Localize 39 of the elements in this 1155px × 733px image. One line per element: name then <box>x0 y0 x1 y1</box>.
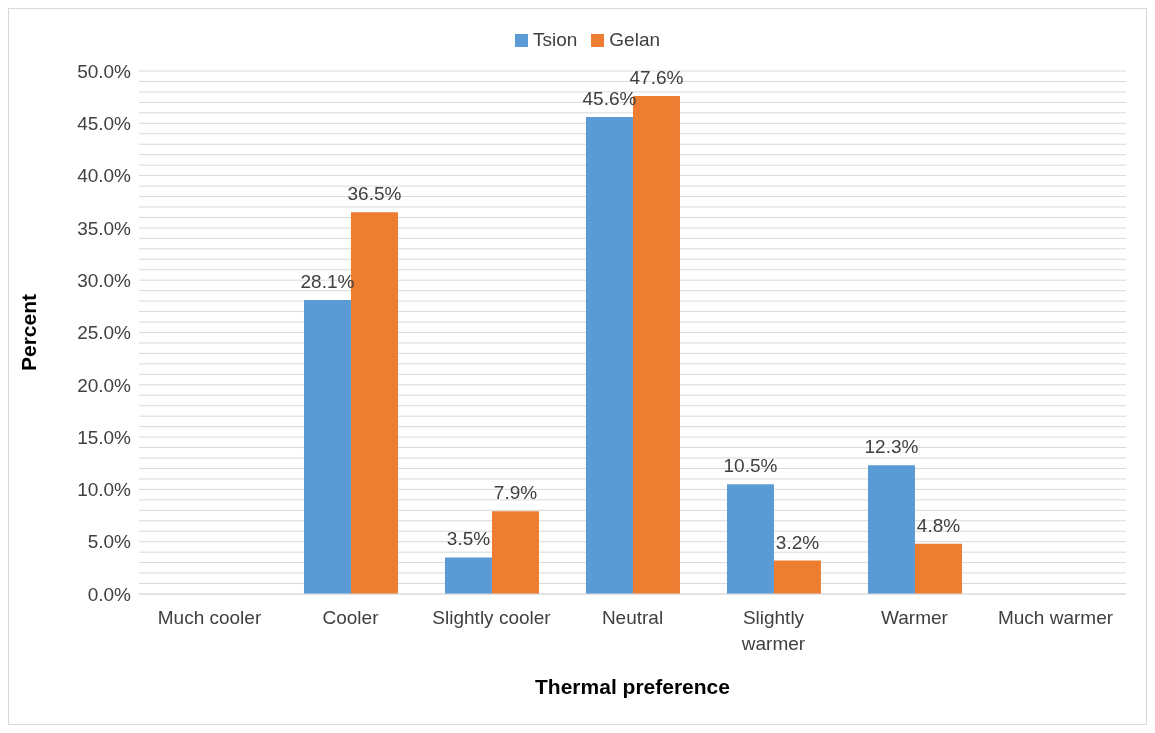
y-tick-label: 30.0% <box>77 269 132 291</box>
bar <box>585 117 633 594</box>
y-tick-label: 50.0% <box>77 60 132 82</box>
x-axis-title: Thermal preference <box>535 675 730 698</box>
data-label: 3.5% <box>446 528 491 550</box>
x-tick-label: Slightly cooler <box>432 607 552 628</box>
bar <box>303 300 351 594</box>
y-tick-label: 20.0% <box>77 374 132 396</box>
legend-label: Tsion <box>531 29 578 51</box>
data-label: 4.8% <box>916 514 961 536</box>
y-tick-label: 15.0% <box>77 426 132 448</box>
y-tick-label: 0.0% <box>87 583 132 605</box>
bar <box>773 560 821 594</box>
bar <box>867 465 915 594</box>
data-label: 12.3% <box>864 436 919 458</box>
data-label: 3.2% <box>775 531 820 553</box>
x-tick-label: Much cooler <box>157 607 262 628</box>
bar <box>726 484 774 594</box>
data-label: 47.6% <box>629 67 684 89</box>
data-label: 7.9% <box>493 482 538 504</box>
y-tick-label: 40.0% <box>77 165 132 187</box>
y-tick-label: 35.0% <box>77 217 132 239</box>
data-label: 45.6% <box>582 88 637 110</box>
y-tick-label: 5.0% <box>87 531 132 553</box>
data-label: 10.5% <box>723 455 778 477</box>
bar <box>491 511 539 594</box>
x-tick-label: Much warmer <box>997 607 1114 628</box>
x-tick-label: Slightly warmer <box>740 607 806 654</box>
y-axis-title: Percent <box>17 293 41 372</box>
y-tick-label: 10.0% <box>77 479 132 501</box>
bar <box>444 557 492 594</box>
x-tick-label: Neutral <box>601 607 664 628</box>
bar <box>914 543 962 594</box>
legend-label: Gelan <box>608 29 661 51</box>
data-label: 36.5% <box>347 183 402 205</box>
x-tick-label: Cooler <box>322 607 380 628</box>
y-tick-label: 45.0% <box>77 113 132 135</box>
x-tick-label: Warmer <box>881 607 949 628</box>
y-tick-label: 25.0% <box>77 322 132 344</box>
